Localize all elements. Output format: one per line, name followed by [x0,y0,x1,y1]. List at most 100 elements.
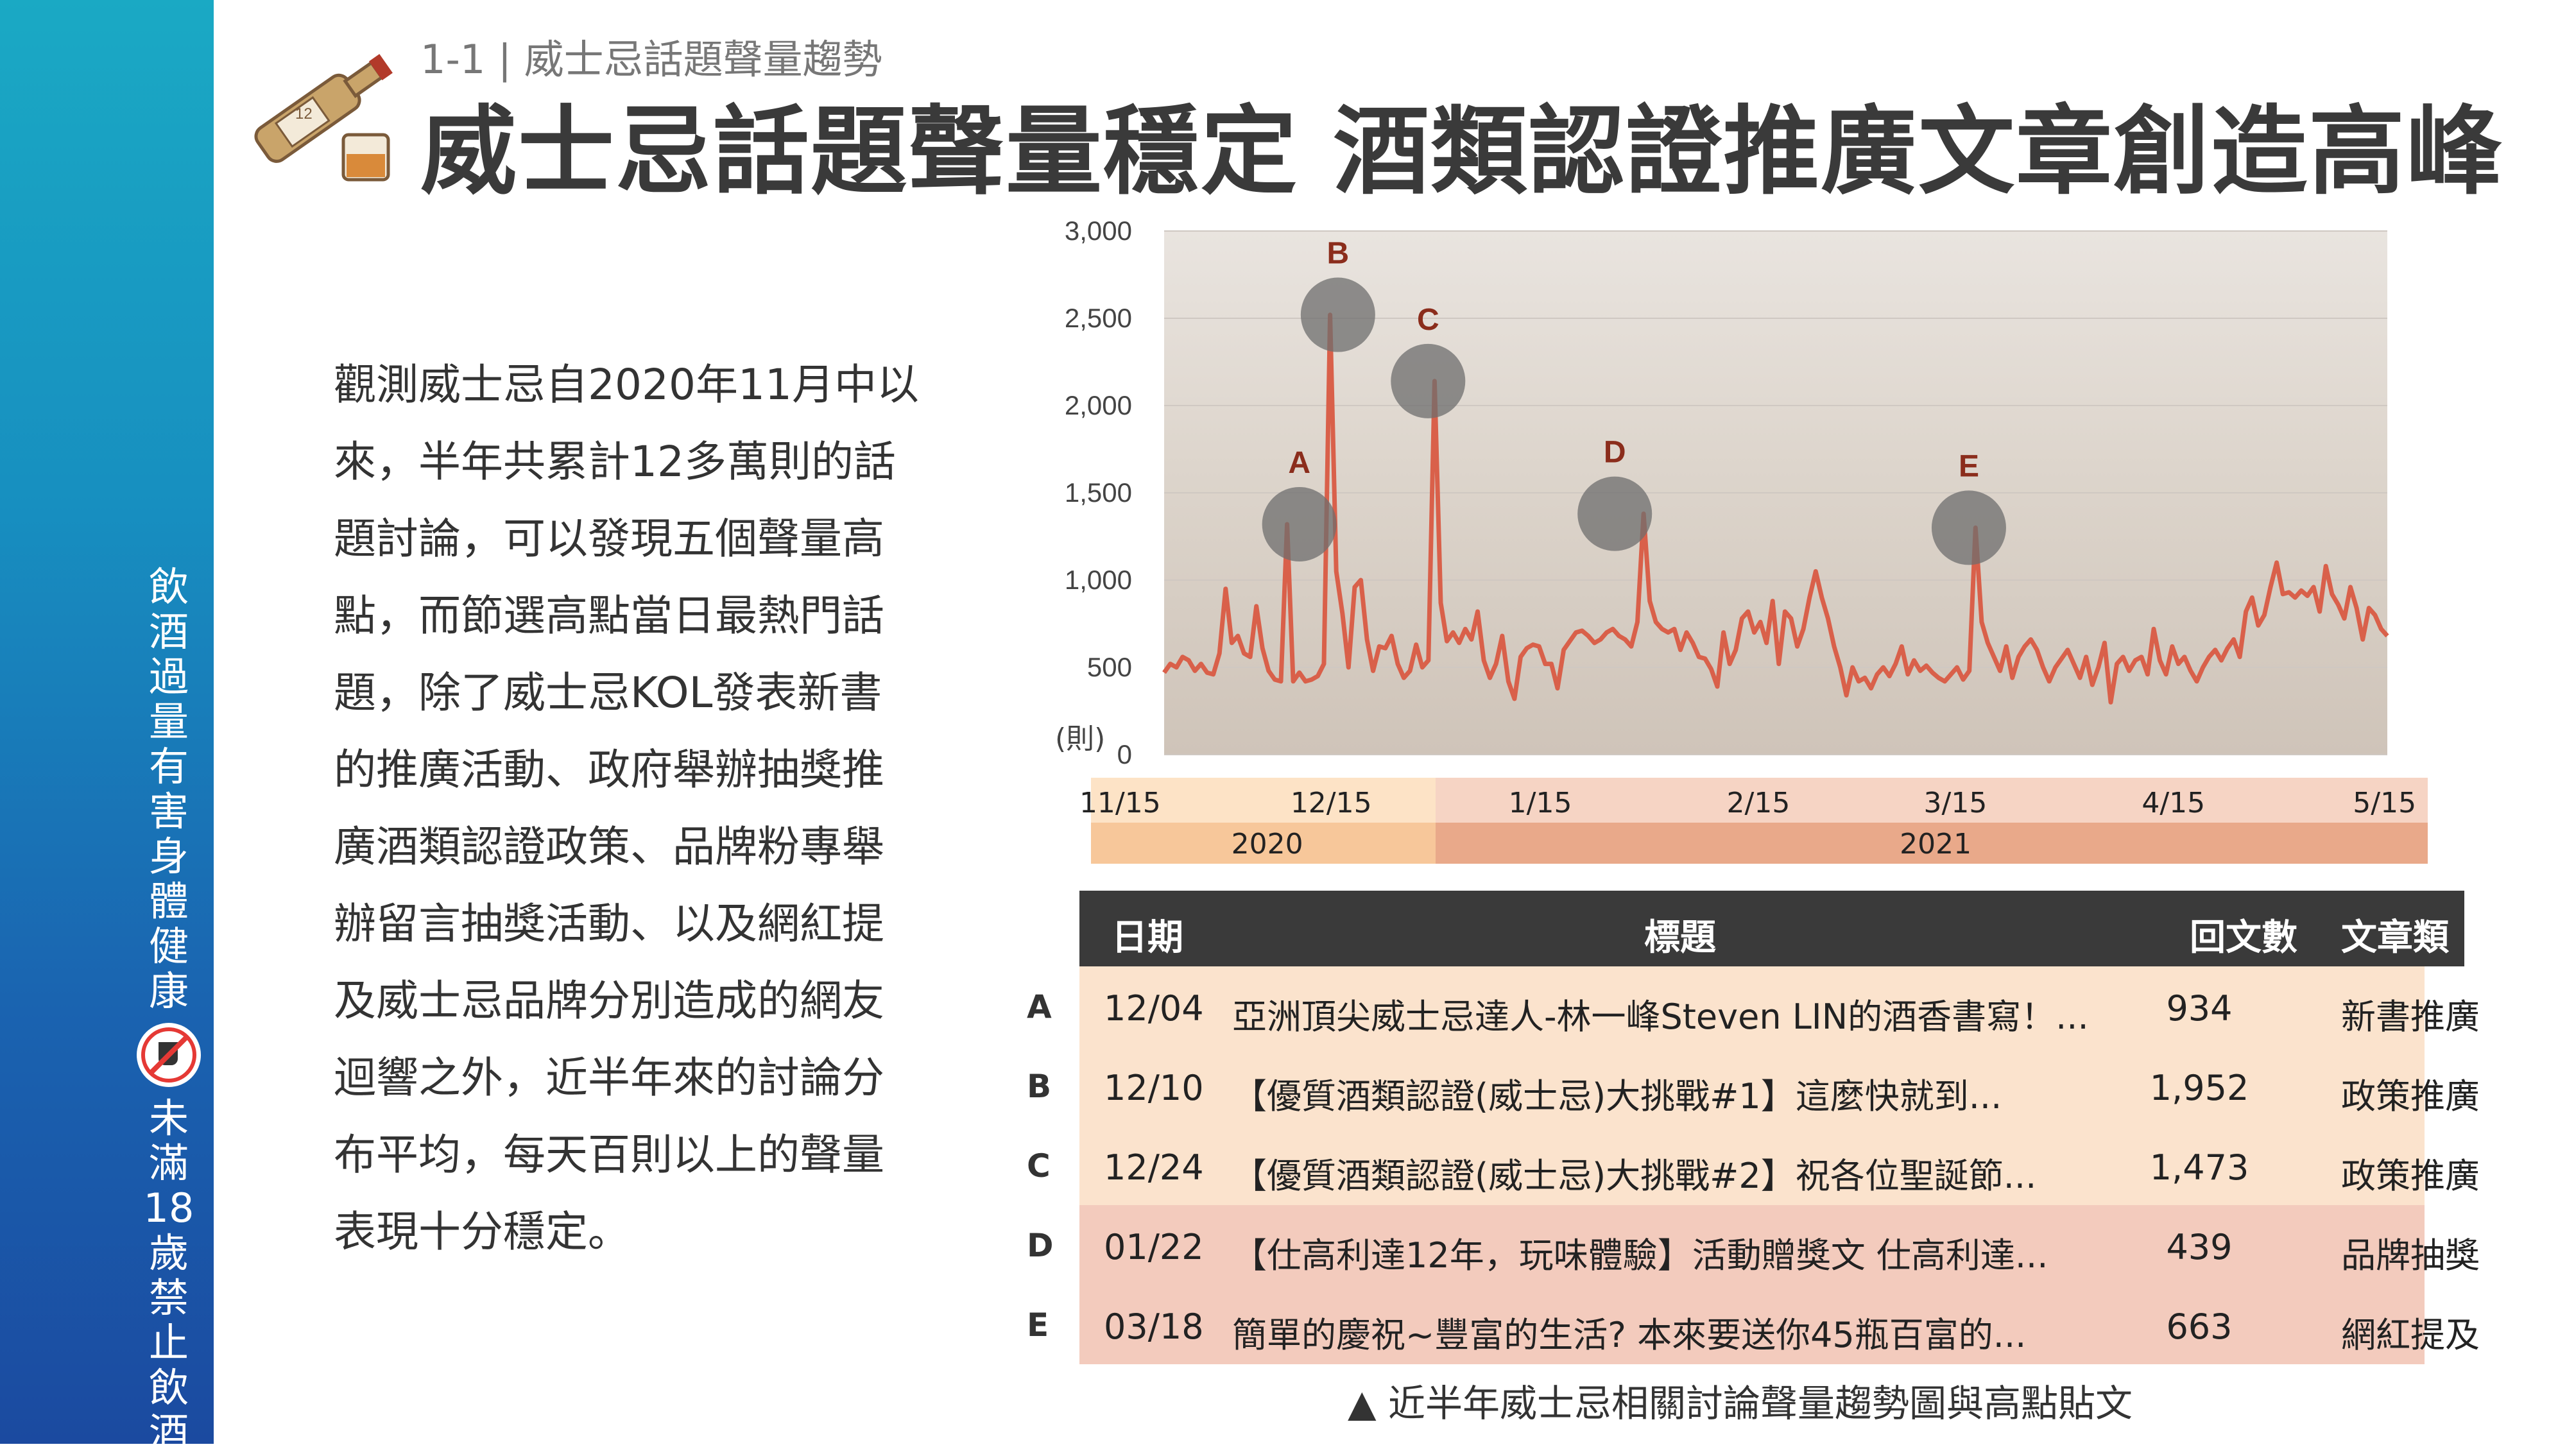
month-band-segment [1091,778,1436,823]
year-axis-band: 2020 2021 [1091,823,2428,864]
y-tick-label: 1,500 [1065,477,1132,508]
peak-marker [1262,486,1337,561]
cell-date: 12/10 [1104,1068,1204,1108]
cell-title: 【優質酒類認證(威士忌)大挑戰#2】祝各位聖誕節... [1232,1156,2037,1196]
health-warning-char: 身 [148,833,189,880]
age-warning-char: 未 [148,1095,189,1142]
y-tick-label: 0 [1117,739,1132,769]
header-replies: 回文數 [2190,917,2297,959]
x-tick-label: 4/15 [2142,787,2206,819]
age-warning-char: 18 [143,1185,194,1231]
cell-date: 01/22 [1104,1227,1204,1267]
table-row: 12/24 【優質酒類認證(威士忌)大挑戰#2】祝各位聖誕節... 1,473 政策推… [1079,1126,2480,1205]
row-key: C [1027,1147,1051,1185]
year-band-segment [1436,823,2428,864]
paragraph-line: 點，而節選高點當日最熱門話 [334,591,884,640]
peak-label: B [1327,237,1350,271]
x-tick-label: 12/15 [1290,787,1372,819]
health-warning-char: 健 [148,923,189,970]
health-warning-char: 害 [148,788,189,835]
row-key: D [1027,1227,1054,1264]
cell-date: 12/04 [1104,988,1204,1029]
x-tick-label: 5/15 [2353,787,2417,819]
cell-type: 政策推廣 [2341,1076,2480,1117]
no-alcohol-icon [137,1023,201,1087]
cell-replies: 663 [2166,1306,2233,1347]
paragraph-line: 觀測威士忌自2020年11月中以 [334,360,919,409]
description-paragraph: 觀測威士忌自2020年11月中以 來，半年共累計12多萬則的話 題討論，可以發現五個… [334,347,931,1271]
whisky-bottle-icon: 12 [254,54,393,182]
cell-type: 品牌抽獎 [2341,1235,2480,1276]
cell-title: 亞洲頂尖威士忌達人-林一峰Steven LIN的酒香書寫！... [1232,997,2089,1037]
paragraph-line: 題，除了威士忌KOL發表新書 [334,668,882,717]
paragraph-line: 廣酒類認證政策、品牌粉專舉 [334,822,884,871]
sidebar: 飲酒過量有害身體健康未滿 18 歲禁止飲酒 [0,0,214,1455]
cell-replies: 934 [2166,988,2233,1029]
month-axis-band: 11/15 12/15 1/15 2/15 3/15 4/15 5/15 [1079,778,2428,823]
age-warning-char: 止 [148,1319,189,1366]
cell-title: 【優質酒類認證(威士忌)大挑戰#1】這麼快就到... [1232,1076,2002,1117]
y-tick-label: 1,000 [1065,565,1132,595]
health-warning: 飲酒過量有害身體健康未滿 18 歲禁止飲酒 [137,565,201,1455]
paragraph-line: 及威士忌品牌分別造成的網友 [334,976,884,1025]
paragraph-line: 布平均，每天百則以上的聲量 [334,1130,884,1179]
header-title: 標題 [1644,917,1716,959]
age-warning-char: 酒 [148,1409,189,1456]
row-key: B [1027,1068,1052,1105]
series-line [1162,313,2389,705]
paragraph-line: 來，半年共累計12多萬則的話 [334,437,896,486]
table-header: 日期 標題 回文數 文章類型 [1079,891,2464,1011]
y-unit-label: (則) [1055,723,1105,755]
age-warning-char: 歲 [148,1229,189,1276]
peak-marker [1300,277,1375,352]
cell-replies: 1,952 [2149,1068,2249,1108]
table-row: 12/04 亞洲頂尖威士忌達人-林一峰Steven LIN的酒香書寫！... 934… [1079,966,2480,1046]
peak-marker [1391,343,1466,418]
health-warning-char: 量 [148,698,189,745]
age-warning-char: 飲 [148,1364,189,1411]
peak-label: C [1417,303,1439,337]
peak-marker [1931,490,2006,565]
trend-chart: 0 500 1,000 1,500 2,000 2,500 3,000 (則) A B C D E [1027,205,2477,873]
age-warning-char: 禁 [148,1274,189,1321]
year-label: 2020 [1231,828,1303,861]
cell-date: 03/18 [1104,1306,1204,1347]
trend-chart-svg: 0 500 1,000 1,500 2,000 2,500 3,000 (則) A B C D E [1055,216,2389,769]
page-subtitle: 1-1 | 威士忌話題聲量趨勢 [420,36,882,83]
peak-label: E [1959,449,1979,483]
cell-replies: 439 [2166,1227,2233,1267]
x-tick-label: 11/15 [1079,787,1161,819]
paragraph-line: 辦留言抽獎活動、以及網紅提 [334,899,884,948]
health-warning-char: 康 [148,968,189,1015]
paragraph-line: 表現十分穩定。 [334,1207,630,1256]
year-band-segment [1091,823,1436,864]
bottle-label: 12 [295,105,313,123]
y-tick-label: 2,000 [1065,390,1132,420]
page-title: 威士忌話題聲量穩定 酒類認證推廣文章創造高峰 [420,96,2504,208]
table-row: 12/10 【優質酒類認證(威士忌)大挑戰#1】這麼快就到... 1,952 政策推廣 [1079,1046,2480,1126]
header-date: 日期 [1112,917,1183,959]
x-tick-label: 3/15 [1923,787,1987,819]
cell-type: 網紅提及 [2341,1315,2480,1355]
y-tick-label: 3,000 [1065,216,1132,246]
y-tick-label: 2,500 [1065,303,1132,333]
x-tick-label: 2/15 [1726,787,1790,819]
health-warning-char: 飲 [148,563,189,610]
cell-date: 12/24 [1104,1147,1204,1188]
paragraph-line: 題討論，可以發現五個聲量高 [334,514,884,563]
year-label: 2021 [1900,828,1972,861]
paragraph-line: 迴響之外，近半年來的討論分 [334,1053,884,1102]
age-warning-char: 滿 [148,1140,189,1186]
peak-marker [1577,476,1653,551]
cell-type: 新書推廣 [2341,997,2480,1037]
health-warning-char: 酒 [148,608,189,655]
cell-title: 【仕高利達12年，玩味體驗】活動贈獎文 仕高利達... [1232,1235,2048,1276]
month-band-segment [1436,778,2428,823]
cell-replies: 1,473 [2149,1147,2249,1188]
health-warning-char: 過 [148,653,189,700]
x-tick-label: 1/15 [1508,787,1572,819]
table-row: 03/18 簡單的慶祝~豐富的生活? 本來要送你45瓶百富的... 663 網紅提及 [1079,1285,2480,1364]
cell-type: 政策推廣 [2341,1156,2480,1196]
chart-caption: ▲ 近半年威士忌相關討論聲量趨勢圖與高點貼文 [1348,1382,2133,1425]
paragraph-line: 的推廣活動、政府舉辦抽獎推 [334,745,884,794]
